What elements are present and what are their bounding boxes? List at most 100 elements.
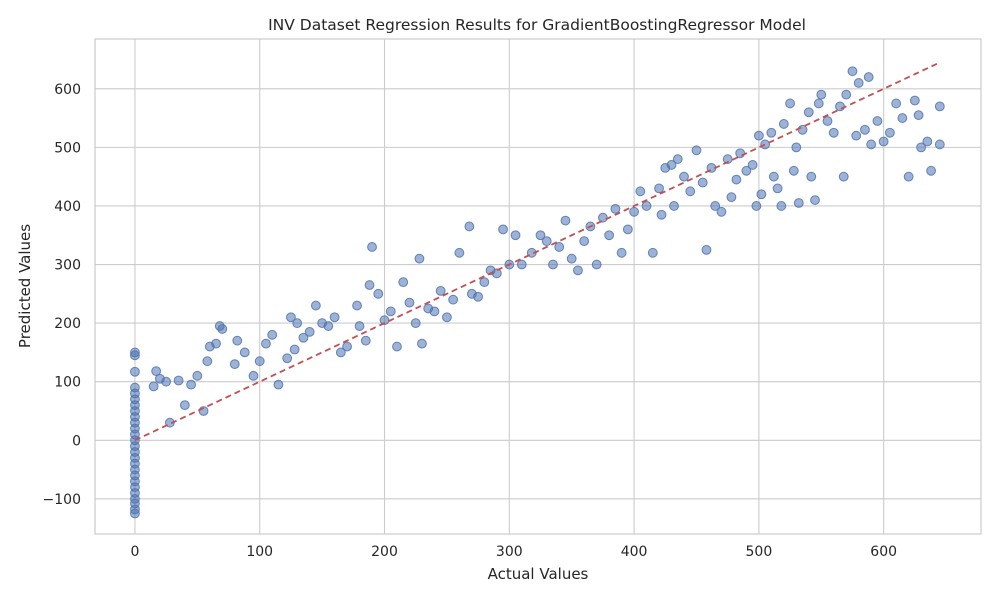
data-point — [217, 324, 228, 334]
data-point — [822, 116, 833, 126]
data-point — [629, 206, 639, 217]
y-tick-label: 100 — [54, 375, 81, 391]
data-point — [656, 209, 667, 220]
data-point — [735, 148, 746, 159]
data-point — [173, 375, 184, 386]
data-point — [835, 101, 845, 112]
data-point — [838, 171, 849, 182]
data-point — [566, 253, 577, 264]
data-point — [289, 344, 300, 355]
data-point — [685, 186, 696, 197]
data-point — [354, 321, 365, 331]
data-point — [364, 280, 375, 290]
data-point — [679, 171, 689, 182]
data-point — [847, 66, 858, 77]
data-point — [541, 236, 552, 247]
y-tick-labels: −100 0 100 200 300 400 500 600 — [43, 82, 81, 508]
x-tick-label: 100 — [246, 544, 273, 560]
data-point — [669, 201, 679, 211]
data-point — [806, 171, 817, 182]
data-point — [516, 259, 527, 270]
data-point — [816, 89, 827, 100]
data-point — [760, 139, 771, 150]
data-point — [726, 192, 737, 203]
data-point — [622, 224, 633, 235]
data-point — [716, 206, 727, 217]
data-point — [373, 288, 384, 299]
data-point — [248, 370, 259, 381]
data-point — [286, 312, 296, 323]
data-point — [872, 116, 883, 126]
data-point — [785, 98, 795, 109]
data-point — [560, 215, 571, 226]
data-point — [913, 110, 924, 121]
data-point — [239, 347, 250, 358]
data-point — [766, 127, 777, 138]
data-point — [548, 259, 558, 270]
data-point — [186, 379, 196, 390]
data-point — [604, 230, 615, 241]
x-tick-label: 0 — [130, 544, 139, 560]
data-point — [776, 201, 787, 211]
data-point — [442, 312, 452, 323]
data-point — [473, 291, 484, 302]
data-point — [813, 98, 824, 109]
data-point — [710, 201, 721, 211]
data-point — [232, 335, 243, 346]
data-point — [756, 189, 767, 200]
data-point — [130, 382, 140, 393]
data-point — [310, 300, 321, 311]
data-point — [292, 318, 303, 329]
data-point — [922, 136, 933, 147]
data-point — [853, 78, 864, 88]
data-point — [342, 341, 352, 352]
data-point — [903, 171, 914, 182]
data-point — [610, 203, 621, 214]
data-point — [597, 212, 608, 223]
x-axis-title: Actual Values — [488, 565, 589, 583]
data-points — [130, 66, 945, 519]
data-point — [753, 130, 764, 141]
data-point — [591, 259, 602, 270]
y-tick-label: 600 — [54, 82, 81, 98]
data-point — [392, 341, 402, 352]
data-point — [885, 127, 895, 138]
data-point — [282, 353, 293, 364]
data-point — [751, 201, 762, 211]
data-point — [666, 160, 677, 170]
data-point — [934, 139, 945, 150]
data-point — [130, 366, 140, 377]
data-point — [554, 242, 565, 252]
chart-title: INV Dataset Regression Results for Gradi… — [268, 16, 806, 34]
data-point — [410, 318, 421, 329]
data-point — [891, 98, 902, 109]
reference-line-group — [134, 61, 941, 442]
data-point — [654, 183, 664, 194]
data-point — [768, 171, 779, 182]
x-tick-label: 400 — [621, 544, 648, 560]
data-point — [916, 142, 927, 153]
data-point — [797, 124, 808, 135]
data-point — [866, 139, 877, 150]
data-point — [367, 242, 377, 252]
data-point — [435, 285, 446, 296]
y-tick-label: −100 — [43, 492, 81, 508]
data-point — [267, 329, 278, 340]
data-point — [498, 224, 508, 235]
data-point — [398, 277, 409, 288]
data-point — [731, 174, 742, 185]
data-point — [192, 370, 203, 381]
data-point — [672, 154, 683, 164]
data-point — [202, 356, 213, 367]
x-tick-label: 200 — [371, 544, 398, 560]
data-point — [878, 136, 889, 147]
data-point — [747, 160, 758, 170]
data-point — [741, 165, 752, 176]
data-point — [841, 89, 852, 100]
data-point — [641, 201, 652, 211]
data-point — [791, 142, 802, 153]
data-point — [828, 127, 839, 138]
data-point — [454, 247, 465, 258]
data-point — [860, 124, 870, 135]
